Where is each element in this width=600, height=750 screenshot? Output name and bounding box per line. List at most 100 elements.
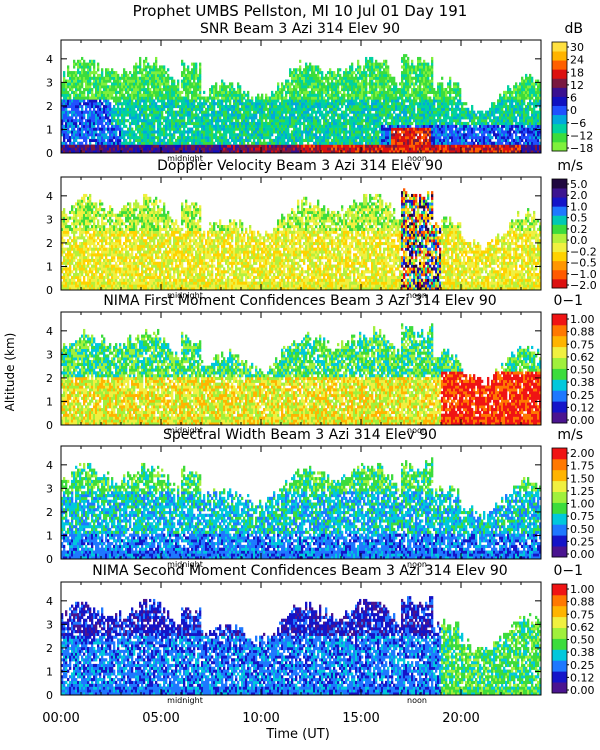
colorbar-swatch <box>552 606 567 617</box>
colorbar-swatch <box>552 314 567 325</box>
colorbar-tick-label: 12 <box>570 79 584 92</box>
colorbar-unit: dB <box>565 21 584 37</box>
y-tick-label: 1 <box>46 529 53 542</box>
colorbar-tick-label: 1.00 <box>570 498 595 511</box>
colorbar-tick-label: 0.62 <box>570 621 595 634</box>
y-tick-label: 1 <box>46 665 53 678</box>
x-tick-label: 05:00 <box>142 711 179 726</box>
colorbar-tick-label: 1.00 <box>570 583 595 596</box>
panel-title: NIMA First Moment Confidences Beam 3 Azi… <box>103 293 496 309</box>
colorbar-swatch <box>552 51 567 60</box>
colorbar-swatch <box>552 412 567 423</box>
colorbar-swatch <box>552 197 567 206</box>
colorbar-swatch <box>552 69 567 78</box>
colorbar-tick-label: 0.38 <box>570 376 595 389</box>
colorbar: 5.02.01.00.50.20.0−0.2−0.5−1.0−2.0 <box>552 178 597 292</box>
colorbar-tick-label: −2.0 <box>570 279 597 292</box>
colorbar-swatch <box>552 584 567 595</box>
figure-suptitle: Prophet UMBS Pellston, MI 10 Jul 01 Day … <box>133 2 468 20</box>
colorbar-tick-label: −12 <box>570 129 593 142</box>
x-tick-label: 10:00 <box>242 711 279 726</box>
colorbar-tick-label: 1.25 <box>570 485 595 498</box>
y-tick-label: 4 <box>46 190 53 203</box>
colorbar-tick-label: 30 <box>570 41 584 54</box>
colorbar-swatch <box>552 142 567 151</box>
colorbar-tick-label: 0.88 <box>570 596 595 609</box>
y-tick-label: 0 <box>46 553 53 566</box>
x-tick-label: 20:00 <box>442 711 479 726</box>
y-tick-label: 0 <box>46 147 53 160</box>
colorbar-swatch <box>552 243 567 252</box>
colorbar-swatch <box>552 115 567 124</box>
colorbar-tick-label: −6 <box>570 117 586 130</box>
colorbar-tick-label: 0.00 <box>570 548 595 561</box>
colorbar: 2.001.751.501.251.000.750.500.250.00 <box>552 447 595 561</box>
colorbar-swatch <box>552 595 567 606</box>
colorbar-unit: m/s <box>557 427 583 443</box>
panel-title: Doppler Velocity Beam 3 Azi 314 Elev 90 <box>157 158 443 174</box>
y-tick-label: 1 <box>46 260 53 273</box>
colorbar-tick-label: 6 <box>570 92 577 105</box>
colorbar-swatch <box>552 524 567 535</box>
colorbar-swatch <box>552 459 567 470</box>
colorbar-tick-label: 0.75 <box>570 510 595 523</box>
colorbar-swatch <box>552 206 567 215</box>
colorbar-swatch <box>552 401 567 412</box>
y-tick-label: 3 <box>46 482 53 495</box>
y-tick-label: 3 <box>46 348 53 361</box>
colorbar-tick-label: 0.25 <box>570 389 595 402</box>
colorbar-swatch <box>552 682 567 693</box>
colorbar-tick-label: 0.38 <box>570 646 595 659</box>
colorbar-swatch <box>552 133 567 142</box>
colorbar-swatch <box>552 671 567 682</box>
colorbar-swatch <box>552 224 567 233</box>
colorbar-tick-label: 0.00 <box>570 414 595 427</box>
colorbar-tick-label: 0.75 <box>570 608 595 621</box>
colorbar-unit: 0−1 <box>553 563 583 579</box>
colorbar-swatch <box>552 660 567 671</box>
colorbar-swatch <box>552 649 567 660</box>
colorbar-swatch <box>552 87 567 96</box>
colorbar-swatch <box>552 234 567 243</box>
colorbar-swatch <box>552 503 567 514</box>
colorbar-swatch <box>552 78 567 87</box>
colorbar-tick-label: 1.50 <box>570 472 595 485</box>
colorbar: 1.000.880.750.620.500.380.250.120.00 <box>552 583 595 697</box>
colorbar-tick-label: 0.50 <box>570 364 595 377</box>
colorbar-swatch <box>552 252 567 261</box>
colorbar-tick-label: 24 <box>570 54 584 67</box>
colorbar-swatch <box>552 215 567 224</box>
colorbar-swatch <box>552 124 567 133</box>
y-tick-label: 2 <box>46 372 53 385</box>
y-tick-label: 0 <box>46 284 53 297</box>
panel-title: SNR Beam 3 Azi 314 Elev 90 <box>200 21 400 37</box>
colorbar-tick-label: 18 <box>570 66 584 79</box>
colorbar-tick-label: 1.75 <box>570 460 595 473</box>
heatmap-cells <box>61 323 541 425</box>
colorbar-swatch <box>552 60 567 69</box>
colorbar-tick-label: 0.00 <box>570 684 595 697</box>
colorbar-tick-label: 2.00 <box>570 447 595 460</box>
colorbar-swatch <box>552 513 567 524</box>
colorbar-swatch <box>552 448 567 459</box>
panel-title: Spectral Width Beam 3 Azi 314 Elev 90 <box>163 427 437 443</box>
heatmap-cells <box>61 188 541 290</box>
colorbar-swatch <box>552 617 567 628</box>
colorbar-tick-label: 0.12 <box>570 401 595 414</box>
colorbar-tick-label: 0.25 <box>570 659 595 672</box>
colorbar-swatch <box>552 261 567 270</box>
y-tick-label: 4 <box>46 595 53 608</box>
colorbar-swatch <box>552 546 567 557</box>
y-tick-label: 2 <box>46 506 53 519</box>
panel-2: Doppler Velocity Beam 3 Azi 314 Elev 90 m… <box>46 158 597 300</box>
colorbar-tick-label: −18 <box>570 142 593 155</box>
colorbar-tick-label: 0.88 <box>570 326 595 339</box>
panel-5: NIMA Second Moment Confidences Beam 3 Az… <box>46 563 595 705</box>
colorbar-swatch <box>552 279 567 288</box>
heatmap-cells <box>61 54 541 153</box>
colorbar-tick-label: 0.12 <box>570 671 595 684</box>
colorbar-tick-label: 0.75 <box>570 338 595 351</box>
colorbar-unit: 0−1 <box>553 293 583 309</box>
heatmap-cells <box>61 457 541 559</box>
